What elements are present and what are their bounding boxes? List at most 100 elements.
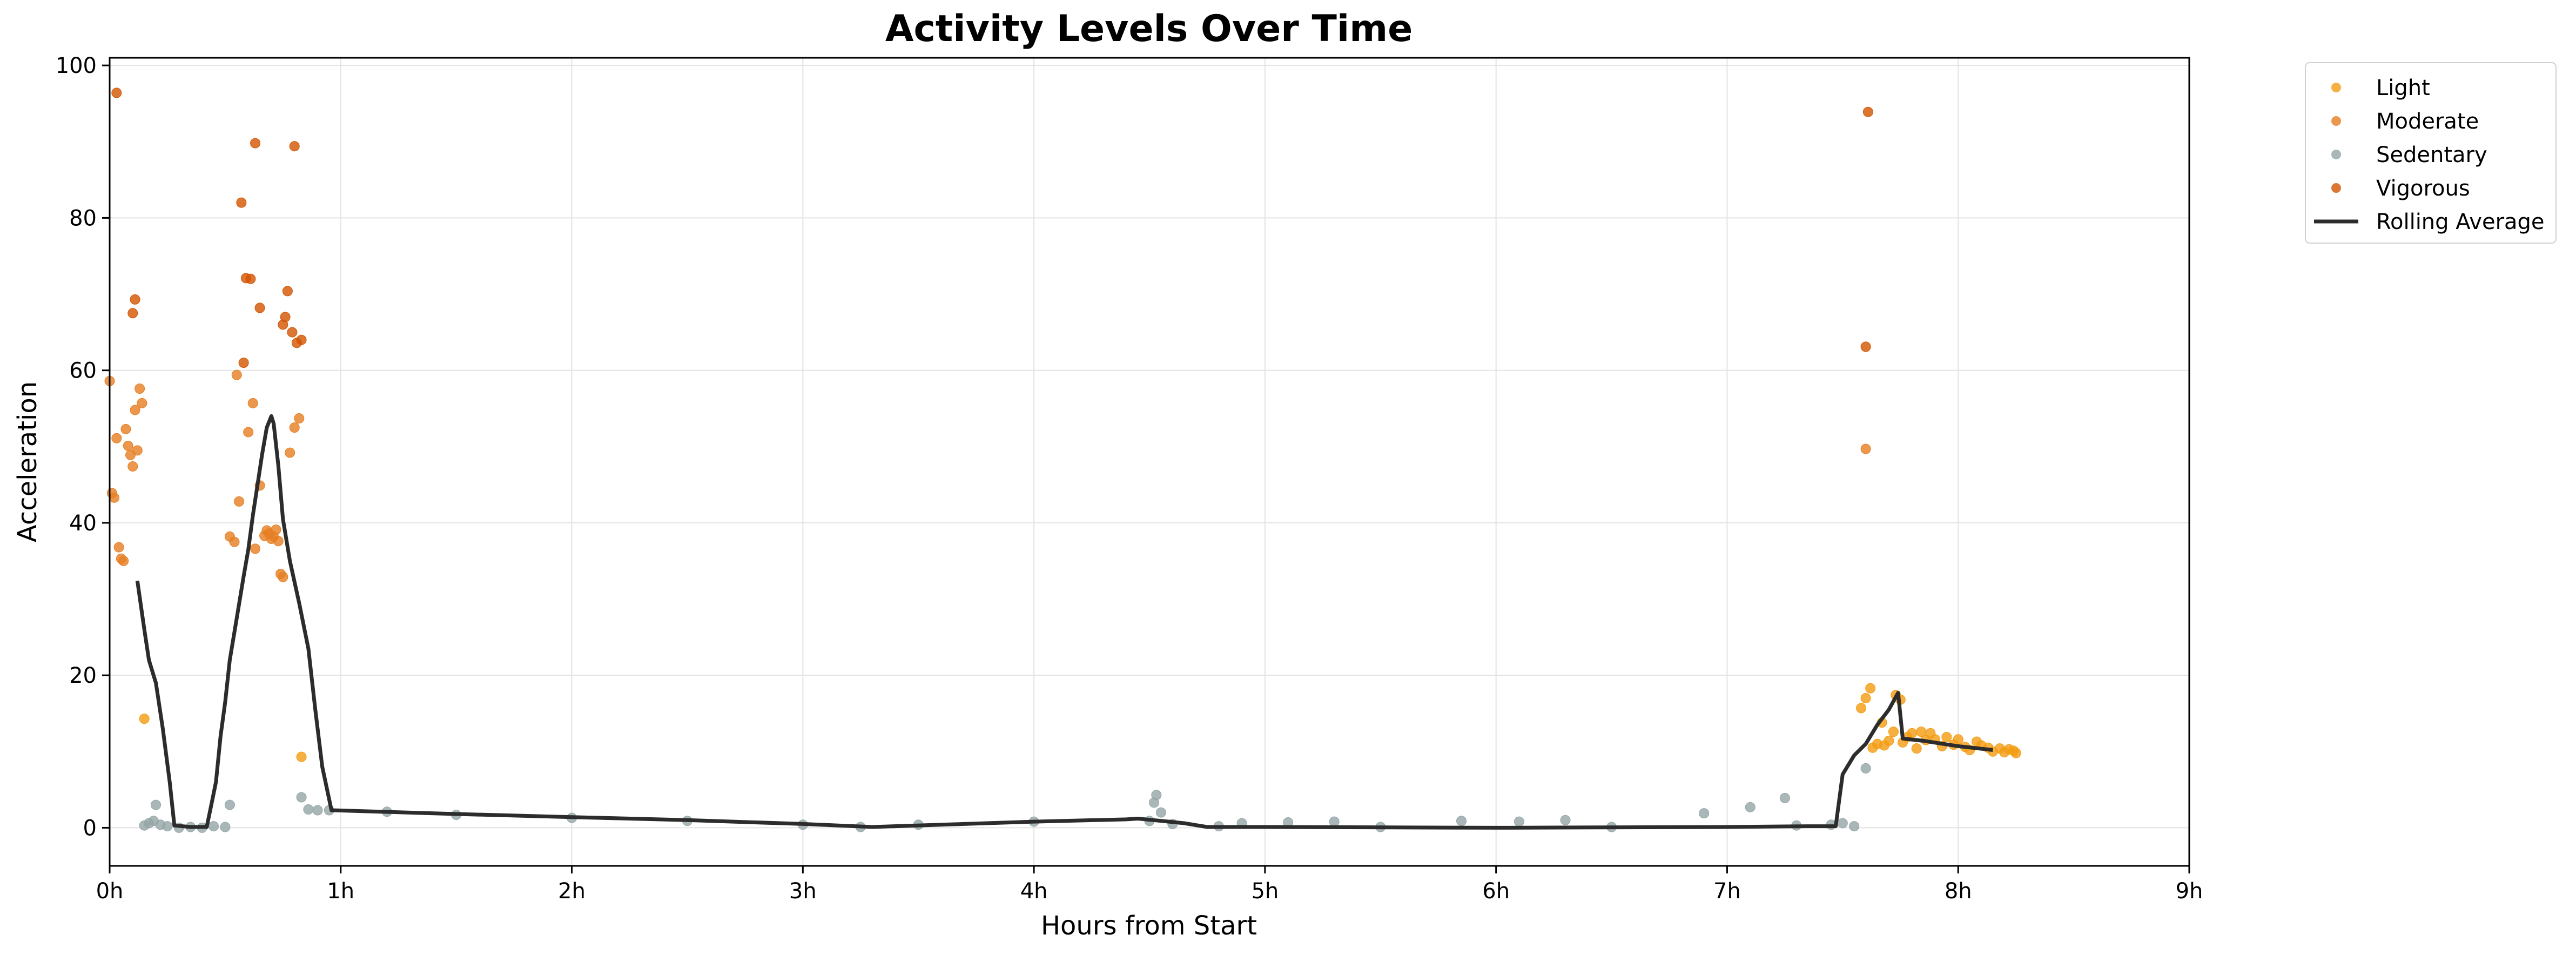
x-tick-label: 8h [1945,879,1972,904]
legend-box [2305,62,2557,244]
data-point-moderate [120,423,131,434]
data-point-vigorous [296,334,307,345]
data-point-sedentary [1514,816,1524,827]
data-point-sedentary [1456,816,1467,826]
plot-frame [109,57,2190,867]
legend-swatch-sedentary [2331,150,2341,159]
series-moderate [104,369,1871,582]
data-point-moderate [123,440,133,451]
data-point-sedentary [220,822,231,832]
data-point-moderate [134,384,145,394]
y-tick-label: 0 [83,816,97,840]
legend-label-vigorous: Vigorous [2376,176,2470,201]
legend-swatch-moderate [2331,116,2341,126]
data-point-light [1953,734,1963,745]
data-point-moderate [273,536,284,547]
data-point-light [1860,693,1871,704]
data-point-vigorous [238,358,249,368]
data-point-light [2010,748,2021,758]
data-point-light [1888,727,1899,737]
data-point-vigorous [1860,341,1871,352]
y-tick-label: 80 [69,206,97,231]
data-point-sedentary [1745,802,1756,812]
data-point-moderate [231,369,242,380]
legend-label-moderate: Moderate [2376,109,2479,134]
x-tick-label: 9h [2176,879,2203,904]
data-point-vigorous [127,308,138,319]
data-point-moderate [113,542,124,553]
data-point-vigorous [287,327,298,338]
series-layer [104,88,2021,833]
x-tick-label: 4h [1020,879,1048,904]
chart-title: Activity Levels Over Time [885,8,1413,50]
data-point-vigorous [1862,106,1873,117]
data-point-vigorous [280,312,291,322]
data-point-moderate [127,461,138,472]
data-point-moderate [229,536,240,547]
y-axis-label: Acceleration [12,381,43,542]
data-point-light [1865,683,1876,694]
x-tick-label: 7h [1713,879,1741,904]
data-point-sedentary [151,799,162,810]
legend-swatch-vigorous [2331,183,2341,193]
x-tick-label: 2h [558,879,586,904]
data-point-moderate [294,413,305,424]
data-point-moderate [118,555,129,566]
data-point-moderate [271,524,281,535]
data-point-sedentary [1560,815,1571,825]
data-point-vigorous [254,302,265,313]
data-point-sedentary [1329,816,1340,827]
data-point-vigorous [130,294,140,305]
x-axis-label: Hours from Start [1041,911,1257,941]
data-point-moderate [234,496,245,507]
series-light [139,683,2021,762]
x-tick-label: 5h [1251,879,1279,904]
data-point-light [1856,703,1867,714]
series-line-rolling-average [135,414,1993,830]
data-point-moderate [243,427,254,438]
data-point-moderate [278,571,288,582]
data-point-vigorous [282,286,293,297]
series-vigorous [111,88,1873,368]
data-point-sedentary [1837,818,1848,829]
data-point-moderate [289,422,300,433]
data-point-sedentary [303,804,314,815]
x-tick-label: 1h [327,879,354,904]
data-point-moderate [250,543,260,554]
data-point-moderate [111,433,122,443]
x-tick-label: 6h [1482,879,1510,904]
data-point-sedentary [296,792,307,803]
y-axis: 0 20 40 60 80 100 [56,53,110,840]
data-point-sedentary [1849,821,1860,832]
data-point-vigorous [236,197,247,208]
data-point-light [1907,728,1918,738]
data-point-moderate [247,398,258,408]
data-point-sedentary [224,799,235,810]
legend-label-light: Light [2376,76,2430,100]
x-axis: 0h 1h 2h 3h 4h 5h 6h 7h 8h 9h [96,866,2203,904]
grid [109,58,2190,866]
data-point-light [139,714,150,724]
data-point-sedentary [1151,790,1162,801]
y-tick-label: 100 [56,53,97,78]
data-point-sedentary [1779,792,1790,803]
data-point-vigorous [245,273,256,284]
data-point-sedentary [312,805,323,816]
data-point-light [296,751,307,762]
data-point-moderate [1860,443,1871,454]
data-point-moderate [137,398,147,408]
legend: Light Moderate Sedentary Vigorous Rolling Av… [2305,62,2557,244]
data-point-sedentary [1699,808,1710,819]
data-point-sedentary [1155,807,1166,818]
legend-label-sedentary: Sedentary [2376,143,2487,167]
data-point-vigorous [250,138,260,149]
data-point-sedentary [162,821,173,832]
data-point-sedentary [208,821,219,832]
data-point-light [1911,743,1922,754]
data-point-moderate [285,447,295,458]
y-tick-label: 60 [69,359,97,384]
x-tick-label: 0h [96,879,124,904]
legend-swatch-light [2331,83,2341,92]
data-point-light [1884,736,1894,746]
